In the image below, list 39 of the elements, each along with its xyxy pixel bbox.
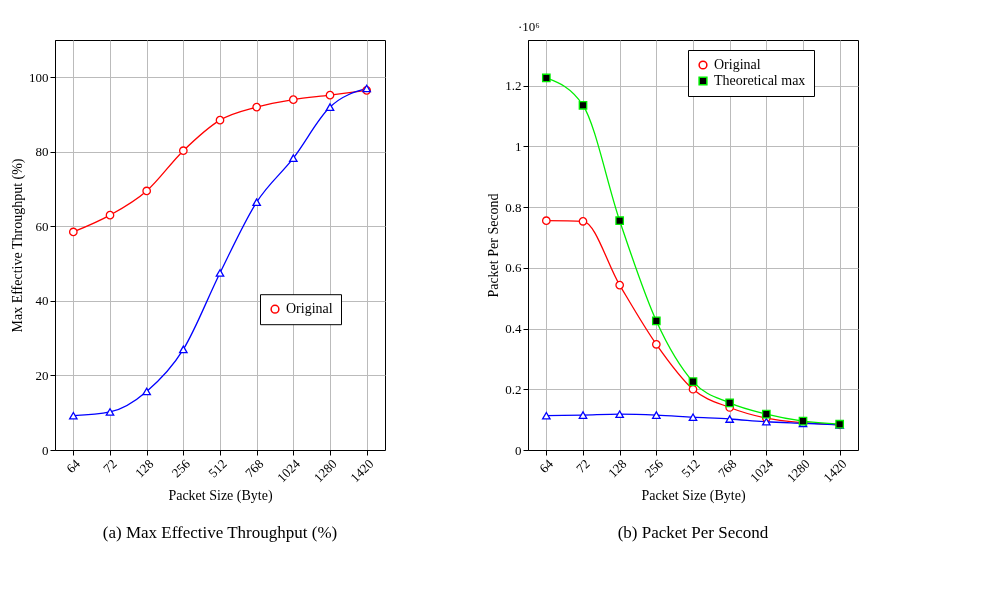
y-tick-label: 0.4 xyxy=(505,321,522,337)
y-tick-label: 0.6 xyxy=(505,260,522,276)
x-tick-label: 768 xyxy=(714,456,740,481)
y-axis-title: Packet Per Second xyxy=(486,193,502,298)
x-tick-label: 64 xyxy=(63,455,84,476)
legend-label: Original xyxy=(714,57,761,72)
x-tick-label: 72 xyxy=(572,456,593,476)
x-axis-title: Packet Size (Byte) xyxy=(168,488,273,505)
y-tick-label: 1.2 xyxy=(505,78,522,94)
x-axis-title: Packet Size (Byte) xyxy=(641,488,746,505)
y-tick-label: 60 xyxy=(35,218,49,234)
x-tick-label: 256 xyxy=(641,455,667,481)
y-tick-label: 40 xyxy=(35,293,49,309)
text: (b) Packet Per Second xyxy=(617,522,769,542)
x-tick-label: 512 xyxy=(678,456,703,481)
text: (a) Max Effective Throughput (%) xyxy=(102,522,338,542)
legend-label: Theoretical max xyxy=(714,73,806,88)
y-axis-title: Max Effective Throughput (%) xyxy=(10,158,26,333)
x-tick-label: 1420 xyxy=(820,456,850,486)
x-tick-label: 72 xyxy=(99,456,120,476)
x-tick-label: 1280 xyxy=(310,456,340,486)
x-tick-label: 1280 xyxy=(783,456,813,486)
x-tick-label: 128 xyxy=(131,456,157,481)
x-tick-label: 256 xyxy=(168,455,194,481)
x-tick-label: 128 xyxy=(604,456,630,481)
x-tick-label: 64 xyxy=(536,455,557,476)
legend-label: Original xyxy=(286,301,333,317)
x-tick-label: 1420 xyxy=(347,456,377,486)
y-tick-label: 1 xyxy=(515,138,522,154)
y-tick-label: 20 xyxy=(35,367,49,383)
text: ·10⁶ xyxy=(518,19,540,34)
y-tick-label: 0.8 xyxy=(505,199,522,215)
y-tick-label: 100 xyxy=(29,69,49,85)
y-tick-label: 0.2 xyxy=(505,381,522,397)
x-tick-label: 768 xyxy=(241,456,267,481)
y-tick-label: 0 xyxy=(42,442,49,458)
y-tick-label: 0 xyxy=(515,442,522,458)
y-tick-label: 80 xyxy=(35,144,49,160)
x-tick-label: 512 xyxy=(205,456,230,481)
